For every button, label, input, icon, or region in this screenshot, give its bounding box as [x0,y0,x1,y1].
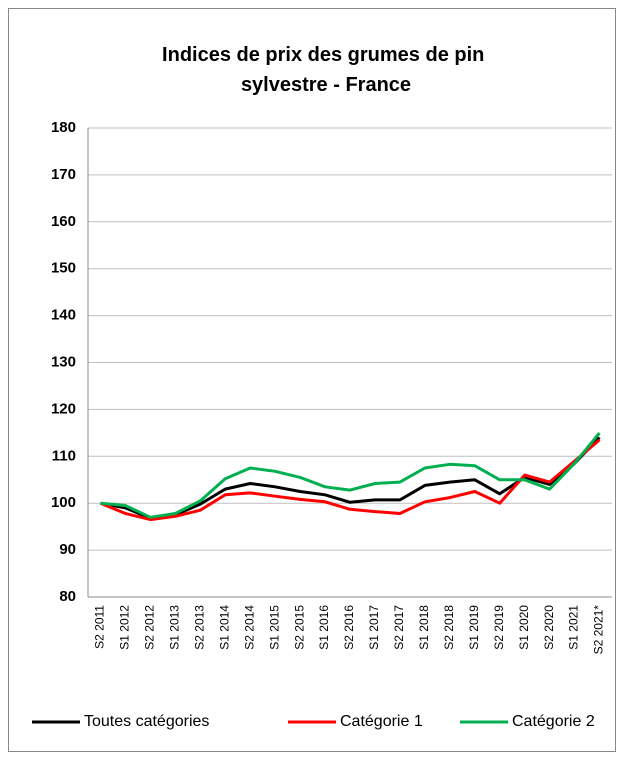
series-line [99,438,601,522]
legend-label: Toutes catégories [84,713,209,730]
y-tick-label: 150 [51,260,76,277]
chart-border [8,8,616,752]
x-tick-label: S1 2015 [267,605,281,650]
x-tick-label: S2 2019 [492,605,506,650]
x-tick-label: S1 2017 [367,605,381,650]
x-tick-label: S2 2011 [93,605,107,649]
title-line: Indices de prix des grumes de pin [162,44,484,66]
x-tick-label: S2 2017 [392,605,406,650]
x-tick-label: S2 2012 [143,605,157,650]
y-tick-label: 130 [51,353,76,370]
y-tick-label: 160 [51,213,76,230]
x-tick-label: S1 2020 [517,605,531,650]
legend-label: Catégorie 1 [340,713,423,730]
x-tick-label: S1 2019 [467,605,481,650]
x-tick-label: S1 2016 [317,605,331,650]
x-tick-label: S1 2018 [417,605,431,650]
x-tick-label: S1 2013 [168,605,182,650]
y-tick-label: 180 [51,119,76,136]
y-tick-label: 140 [51,307,76,324]
x-tick-label: S2 2016 [342,605,356,650]
title-line: sylvestre - France [241,74,411,96]
x-tick-label: S1 2012 [118,605,132,650]
y-tick-label: 110 [52,447,76,464]
series-line [100,431,601,519]
x-tick-label: S1 2014 [217,605,231,650]
y-tick-label: 80 [59,588,76,605]
x-tick-label: S2 2013 [192,605,206,650]
x-tick-label: S2 2015 [292,605,306,650]
legend-label: Catégorie 2 [512,713,595,730]
x-tick-label: S2 2021* [592,605,606,655]
y-tick-label: 90 [59,541,76,558]
chart-title: Indices de prix des grumes de pin sylves… [162,44,490,96]
y-tick-label: 170 [51,166,76,183]
y-tick-label: 120 [51,400,76,417]
x-tick-label: S2 2018 [442,605,456,650]
x-tick-label: S2 2020 [542,605,556,650]
x-tick-label: S2 2014 [242,605,256,650]
y-tick-label: 100 [51,494,76,511]
x-tick-label: S1 2021 [567,605,581,650]
